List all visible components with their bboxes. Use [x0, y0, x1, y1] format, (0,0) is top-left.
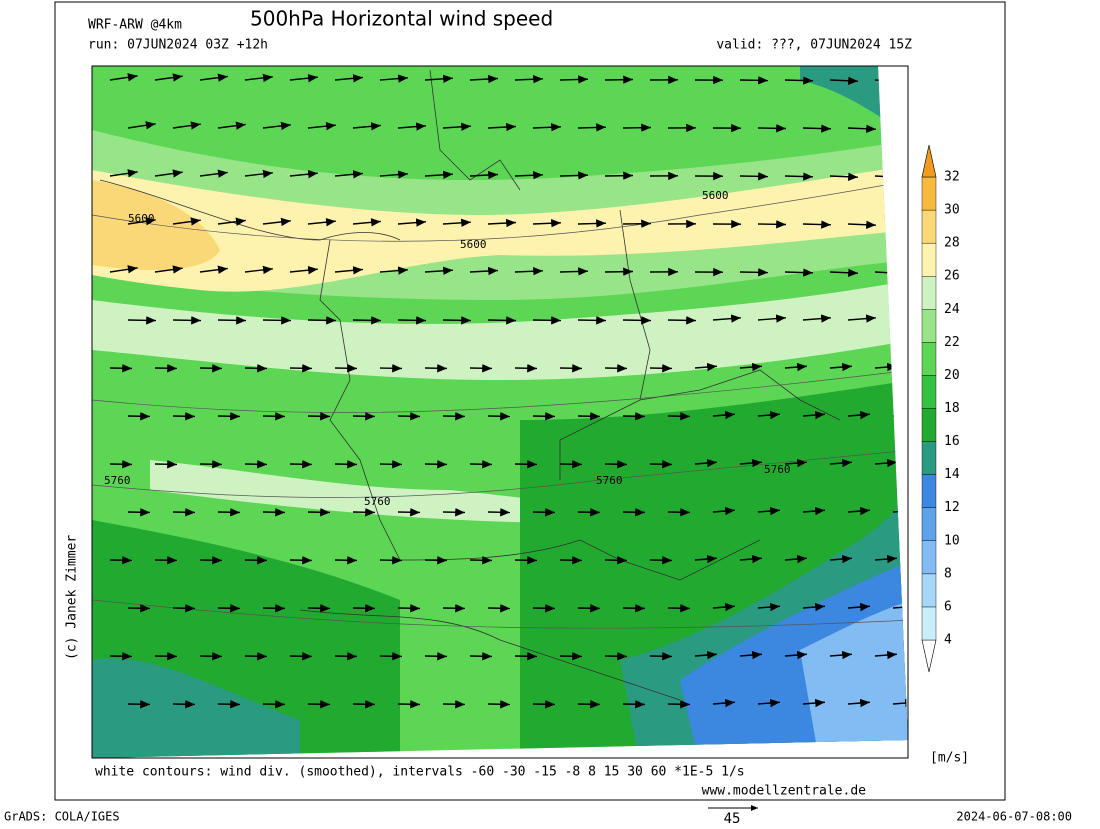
- colorbar-segment: [922, 210, 936, 243]
- colorbar-segment: [922, 409, 936, 442]
- colorbar-cap: [922, 145, 936, 177]
- wind-arrow: [623, 127, 651, 128]
- model-label: WRF-ARW @4km: [88, 18, 182, 33]
- valid-label: valid: ???, 07JUN2024 15Z: [716, 38, 912, 53]
- run-label: run: 07JUN2024 03Z +12h: [88, 38, 268, 53]
- colorbar-segment: [922, 375, 936, 408]
- wind-arrow: [218, 320, 246, 321]
- wind-arrow: [263, 320, 291, 321]
- contour-label: 5760: [364, 495, 391, 508]
- wind-arrow: [785, 80, 813, 81]
- colorbar-label: 12: [944, 500, 960, 515]
- contour-label: 5600: [702, 189, 729, 202]
- arrow-scale-label: 45: [724, 811, 741, 825]
- colorbar-segment: [922, 541, 936, 574]
- colorbar-segment: [922, 342, 936, 375]
- map: [92, 66, 921, 766]
- wind-arrow: [605, 79, 633, 80]
- wind-arrow: [443, 320, 471, 321]
- wind-arrow: [740, 80, 768, 81]
- wind-arrow: [668, 320, 696, 321]
- wind-arrow: [578, 127, 606, 128]
- wind-arrow: [560, 271, 588, 272]
- wind-arrow: [308, 320, 336, 321]
- wind-arrow: [740, 272, 768, 273]
- unit-label: [m/s]: [930, 751, 969, 766]
- timestamp: 2024-06-07-08:00: [956, 810, 1072, 824]
- colorbar-label: 32: [944, 170, 960, 185]
- software: GrADS: COLA/IGES: [4, 810, 120, 824]
- colorbar: 4 6 8 10 12 14 16 18 20 22 24 26 28 30 32: [922, 145, 960, 672]
- colorbar-label: 26: [944, 269, 960, 284]
- wind-arrow: [893, 318, 921, 320]
- contour-label: 5760: [596, 474, 623, 487]
- wind-arrow: [758, 128, 786, 129]
- contour-label: 5760: [764, 463, 791, 476]
- wind-arrow: [128, 320, 156, 321]
- colorbar-label: 16: [944, 434, 960, 449]
- colorbar-segment: [922, 475, 936, 508]
- wind-arrow: [353, 320, 381, 321]
- wind-arrow: [605, 271, 633, 272]
- wind-arrow: [560, 79, 588, 80]
- contour-label: 5600: [128, 212, 155, 225]
- colorbar-label: 18: [944, 401, 960, 416]
- wind-arrow: [623, 320, 651, 321]
- wind-arrow: [785, 272, 813, 273]
- colorbar-segment: [922, 243, 936, 276]
- colorbar-segment: [922, 309, 936, 342]
- title: 500hPa Horizontal wind speed: [250, 7, 553, 31]
- wind-arrow: [803, 224, 831, 225]
- colorbar-segment: [922, 508, 936, 541]
- wind-arrow: [893, 414, 915, 416]
- colorbar-label: 22: [944, 335, 960, 350]
- colorbar-cap: [922, 640, 936, 672]
- wind-arrow: [578, 223, 606, 224]
- wind-arrow: [623, 223, 651, 224]
- wind-arrow: [578, 320, 606, 321]
- contour-label: 5600: [460, 238, 487, 251]
- website: www.modellzentrale.de: [702, 784, 867, 799]
- wind-arrow: [758, 224, 786, 225]
- credit: (c) Janek Zimmer: [65, 535, 80, 660]
- colorbar-label: 28: [944, 236, 960, 251]
- wind-arrow: [803, 128, 831, 129]
- colorbar-segment: [922, 607, 936, 640]
- colorbar-label: 8: [944, 566, 952, 581]
- wind-arrow: [173, 320, 201, 321]
- wind-arrow: [893, 128, 921, 130]
- colorbar-label: 6: [944, 599, 952, 614]
- colorbar-label: 30: [944, 203, 960, 218]
- colorbar-segment: [922, 574, 936, 607]
- wind-arrow: [605, 175, 633, 176]
- contour-label: 5760: [104, 474, 131, 487]
- wind-arrow: [560, 175, 588, 176]
- contours-note: white contours: wind div. (smoothed), in…: [95, 765, 745, 780]
- wind-arrow: [398, 320, 426, 321]
- colorbar-label: 14: [944, 467, 960, 482]
- colorbar-label: 20: [944, 368, 960, 383]
- wind-arrow: [785, 176, 813, 177]
- colorbar-segment: [922, 177, 936, 210]
- colorbar-segment: [922, 276, 936, 309]
- wind-arrow: [893, 224, 921, 226]
- wind-arrow: [740, 176, 768, 177]
- colorbar-segment: [922, 442, 936, 475]
- colorbar-label: 10: [944, 533, 960, 548]
- colorbar-label: 4: [944, 633, 952, 648]
- wind-arrow: [875, 80, 903, 82]
- colorbar-label: 24: [944, 302, 960, 317]
- wind-arrow: [533, 320, 561, 321]
- wind-arrow: [488, 320, 516, 321]
